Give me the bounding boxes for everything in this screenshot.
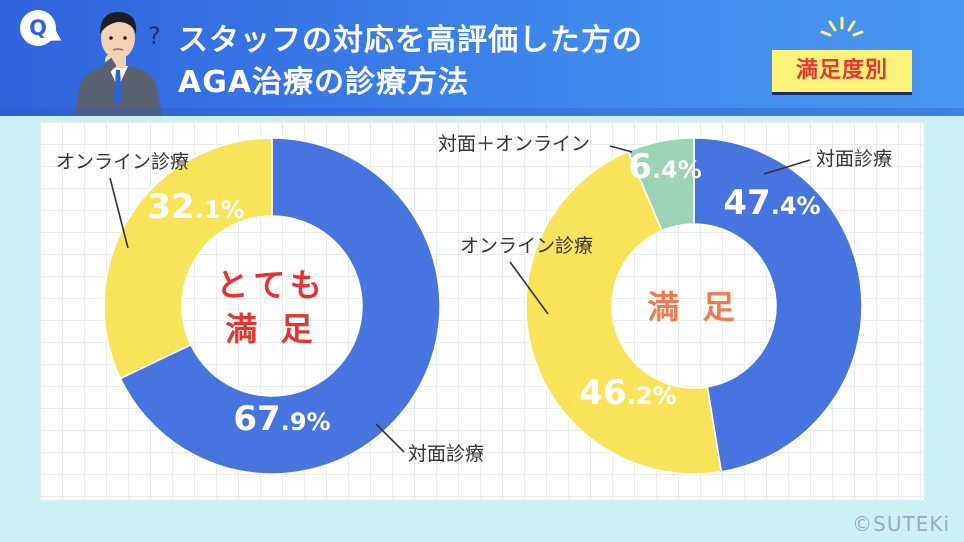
slice-3	[627, 137, 695, 232]
slice-category-label-3: 対面＋オンライン	[438, 133, 590, 155]
slice-percent-label-1: 47.4%	[723, 183, 820, 223]
slice-category-label-2: オンライン診療	[56, 151, 189, 173]
header-banner: Q ? スタッフの対応を高評価した方の AGA治療の診療方法 満足度別	[0, 0, 964, 116]
slice-percent-label-1: 67.9%	[233, 399, 330, 439]
slice-percent-label-2: 32.1%	[147, 187, 244, 227]
slice-2	[525, 150, 723, 475]
satisfaction-level-tag: 満足度別	[772, 50, 912, 95]
slice-category-label-1: 対面診療	[408, 443, 484, 465]
center-label-2: 満 足	[225, 310, 318, 348]
callout-line-2	[109, 177, 129, 249]
callout-line-3	[609, 145, 633, 153]
page-title: スタッフの対応を高評価した方の AGA治療の診療方法	[178, 20, 758, 104]
question-mark-icon: ?	[148, 22, 161, 50]
sparkle-icon	[820, 16, 864, 37]
thinking-person-illustration: ?	[74, 12, 162, 116]
slice-percent-label-2: 46.2%	[579, 373, 676, 413]
question-badge: Q	[20, 10, 56, 46]
title-line-1: スタッフの対応を高評価した方の	[178, 23, 643, 58]
slice-category-label-2: オンライン診療	[460, 235, 593, 257]
title-line-2: AGA治療の診療方法	[178, 65, 470, 100]
slice-1	[119, 137, 441, 475]
slice-category-label-1: 対面診療	[816, 148, 892, 170]
slice-percent-label-3: 6.4%	[628, 147, 702, 187]
slice-1	[693, 137, 863, 473]
slice-2	[103, 137, 273, 380]
callout-line-2	[509, 261, 549, 315]
center-label-1: 満 足	[647, 288, 740, 326]
callout-line-1	[763, 159, 811, 175]
center-label-1: とても	[216, 266, 327, 304]
copyright-text: ©SUTEKi	[852, 512, 950, 536]
callout-line-1	[375, 423, 405, 453]
